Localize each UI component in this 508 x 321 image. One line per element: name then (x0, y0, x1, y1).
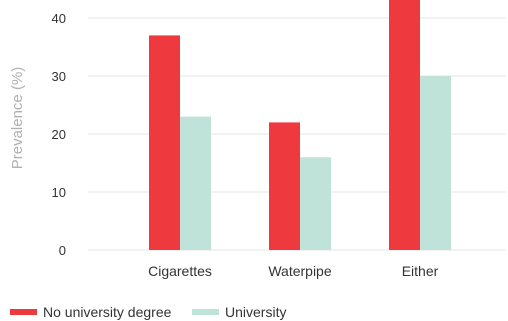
bar-university-either (420, 76, 451, 250)
bar-university-waterpipe (300, 157, 331, 250)
x-tick-label: Cigarettes (148, 263, 212, 279)
bar-no-university-degree-cigarettes (149, 35, 180, 251)
bars (149, 0, 451, 251)
y-axis-title: Prevalence (%) (9, 67, 26, 170)
bar-university-cigarettes (180, 116, 211, 250)
legend-label: No university degree (43, 304, 172, 320)
y-tick-label: 10 (52, 185, 66, 200)
y-tick-label: 20 (52, 127, 66, 142)
x-tick-label: Either (402, 263, 439, 279)
legend-label: University (225, 304, 286, 320)
bar-no-university-degree-waterpipe (269, 122, 300, 250)
x-tick-label: Waterpipe (268, 263, 332, 279)
legend: No university degree University (10, 304, 286, 320)
y-tick-label: 30 (52, 69, 66, 84)
y-axis-ticks: 0 10 20 30 40 (52, 11, 66, 258)
legend-swatch (10, 309, 37, 315)
x-axis-labels: Cigarettes Waterpipe Either (148, 263, 439, 279)
bar-no-university-degree-either (389, 0, 420, 250)
legend-swatch (192, 309, 219, 315)
y-tick-label: 40 (52, 11, 66, 26)
y-tick-label: 0 (59, 243, 66, 258)
